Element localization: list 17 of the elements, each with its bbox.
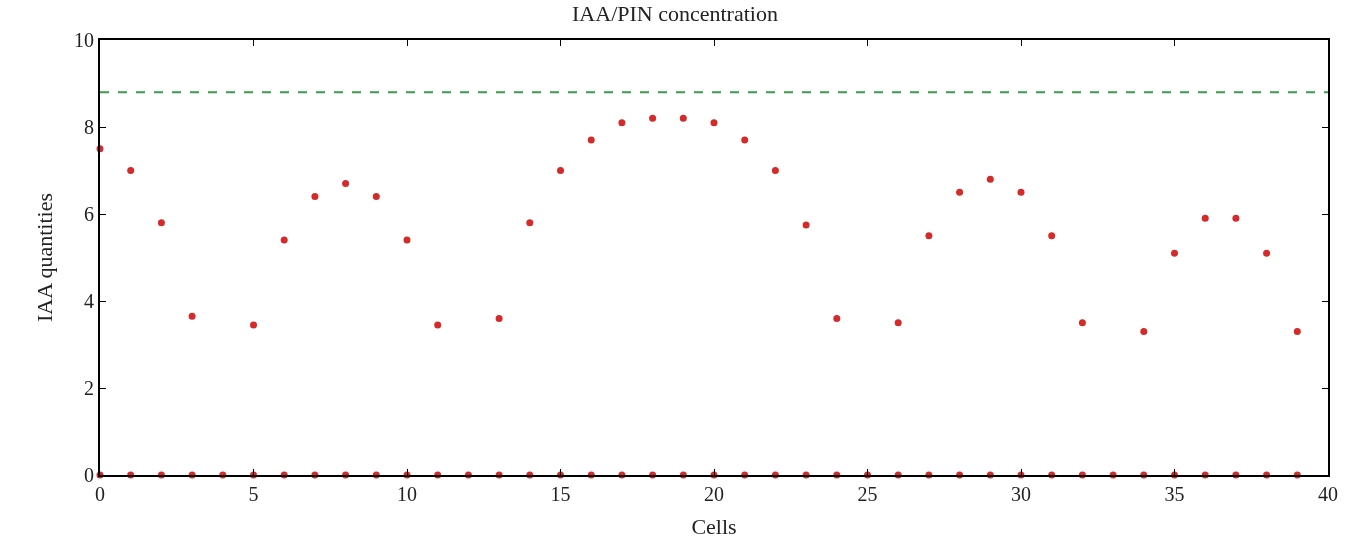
y-tick-label: 10 xyxy=(74,29,94,51)
chart-title: IAA/PIN concentration xyxy=(572,0,778,26)
x-tick-label: 25 xyxy=(857,483,878,505)
x-axis-title: Cells xyxy=(691,514,737,540)
x-tick-label: 15 xyxy=(550,483,571,505)
y-tick-label: 0 xyxy=(84,464,94,486)
x-tick-label: 30 xyxy=(1011,483,1031,505)
y-axis-title: IAA quantities xyxy=(32,193,58,322)
x-tick-label: 10 xyxy=(397,483,417,505)
y-tick-label: 8 xyxy=(84,116,94,138)
x-tick-label: 35 xyxy=(1164,483,1185,505)
y-tick-label: 6 xyxy=(84,203,94,225)
x-tick-label: 20 xyxy=(704,483,724,505)
y-tick-label: 4 xyxy=(84,290,94,312)
x-tick-label: 40 xyxy=(1318,483,1338,505)
y-tick-label: 2 xyxy=(84,377,94,399)
x-tick-label: 5 xyxy=(248,483,259,505)
